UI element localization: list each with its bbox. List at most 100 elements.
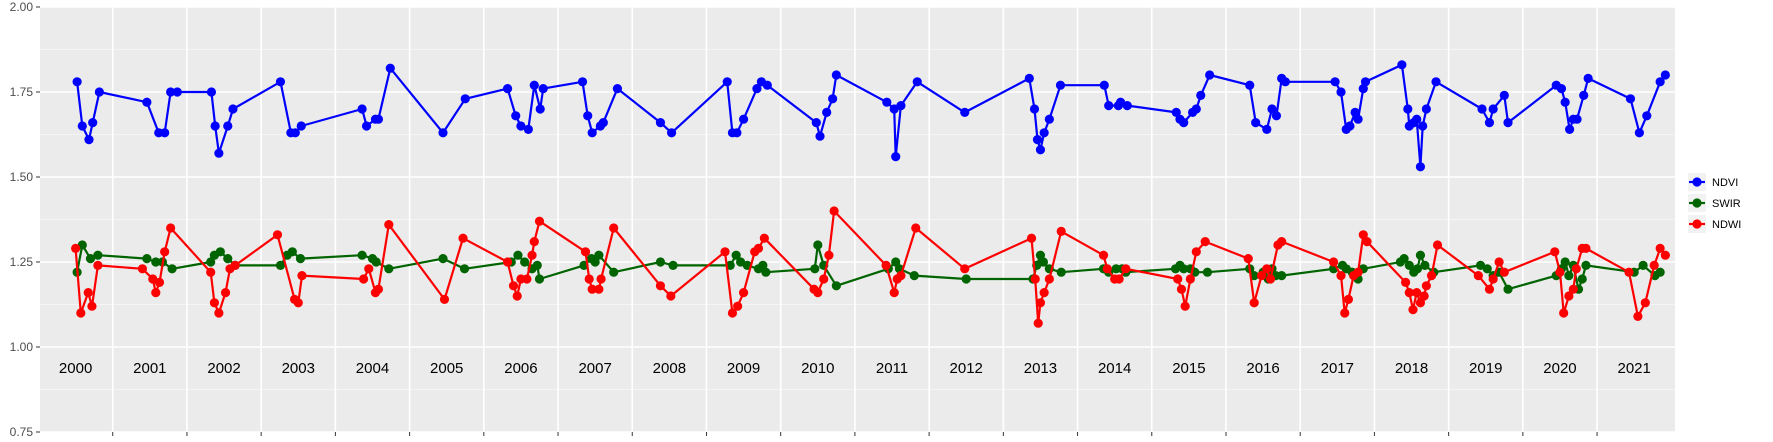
- data-point: [1343, 294, 1354, 304]
- year-label: 2015: [1172, 360, 1205, 377]
- data-point: [206, 257, 216, 267]
- data-point: [960, 107, 970, 117]
- y-axis: 0.75 1.00 1.25 1.50 1.75 2.00: [10, 0, 40, 439]
- data-point: [1191, 247, 1201, 257]
- data-point: [1277, 271, 1287, 281]
- data-point: [594, 284, 604, 294]
- y-tick-label: 0.75: [10, 425, 34, 439]
- data-point: [1280, 77, 1290, 87]
- data-point: [1412, 114, 1422, 124]
- data-point: [1191, 104, 1201, 114]
- x-axis-ticks: [112, 432, 1598, 436]
- data-point: [1564, 271, 1574, 281]
- data-point: [142, 97, 152, 107]
- data-point: [761, 267, 771, 277]
- data-point: [438, 128, 448, 138]
- data-point: [896, 101, 906, 111]
- data-point: [1404, 260, 1414, 270]
- data-point: [1503, 118, 1513, 128]
- data-point: [1033, 318, 1043, 328]
- data-point: [822, 107, 832, 117]
- data-point: [532, 260, 542, 270]
- year-label: 2013: [1024, 360, 1057, 377]
- legend-label: SWIR: [1712, 198, 1741, 210]
- data-point: [577, 77, 588, 87]
- data-point: [1560, 97, 1570, 107]
- data-point: [160, 247, 170, 257]
- data-point: [1555, 267, 1565, 277]
- data-point: [1336, 271, 1346, 281]
- data-point: [275, 77, 286, 87]
- data-point: [1179, 118, 1189, 128]
- data-point: [1030, 274, 1040, 284]
- data-point: [828, 94, 838, 104]
- data-point: [1655, 243, 1665, 253]
- data-point: [364, 264, 374, 274]
- data-point: [223, 254, 233, 264]
- data-point: [1029, 104, 1040, 114]
- data-point: [731, 250, 741, 260]
- legend-item-swir: SWIR: [1688, 194, 1741, 212]
- data-point: [753, 243, 764, 253]
- data-point: [1415, 250, 1426, 260]
- data-point: [1482, 264, 1492, 274]
- data-point: [385, 63, 395, 73]
- data-point: [209, 298, 220, 308]
- data-point: [960, 264, 970, 274]
- data-point: [287, 247, 297, 257]
- data-point: [459, 264, 470, 274]
- data-point: [655, 281, 666, 291]
- data-point: [361, 121, 372, 131]
- data-point: [1649, 260, 1659, 270]
- data-point: [891, 257, 901, 267]
- y-tick-label: 1.00: [10, 340, 34, 354]
- data-point: [720, 247, 730, 257]
- data-point: [71, 243, 81, 253]
- data-point: [1251, 118, 1261, 128]
- data-point: [813, 288, 823, 298]
- data-point: [85, 254, 96, 264]
- data-point: [1044, 274, 1054, 284]
- data-point: [1353, 267, 1363, 277]
- data-point: [1494, 257, 1504, 267]
- legend-label: NDWI: [1712, 219, 1741, 231]
- data-point: [1360, 77, 1371, 87]
- data-point: [223, 121, 233, 131]
- data-point: [1581, 243, 1591, 253]
- data-point: [1271, 111, 1282, 121]
- data-point: [357, 104, 367, 114]
- data-point: [1336, 87, 1346, 97]
- year-label: 2005: [430, 360, 463, 377]
- data-point: [1655, 77, 1665, 87]
- data-point: [1571, 264, 1581, 274]
- data-point: [384, 220, 394, 230]
- data-point: [1415, 298, 1426, 308]
- data-point: [1171, 107, 1181, 117]
- data-point: [1249, 298, 1259, 308]
- data-point: [371, 257, 381, 267]
- data-point: [1399, 254, 1409, 264]
- data-point: [813, 240, 823, 250]
- data-point: [594, 250, 604, 260]
- year-label: 2010: [801, 360, 834, 377]
- data-point: [1173, 274, 1183, 284]
- data-point: [1412, 264, 1423, 274]
- data-point: [1488, 274, 1498, 284]
- data-point: [1655, 267, 1665, 277]
- data-point: [1044, 114, 1054, 124]
- data-point: [1404, 288, 1414, 298]
- data-point: [1024, 73, 1034, 83]
- data-point: [538, 84, 548, 94]
- data-point: [1503, 284, 1513, 294]
- data-point: [1418, 121, 1428, 131]
- data-point: [819, 274, 829, 284]
- data-point: [1202, 267, 1213, 277]
- data-point: [752, 84, 762, 94]
- data-point: [1032, 135, 1043, 145]
- data-point: [1056, 226, 1066, 236]
- data-point: [215, 247, 225, 257]
- data-point: [881, 260, 891, 270]
- data-point: [1035, 298, 1046, 308]
- data-point: [1421, 281, 1431, 291]
- data-point: [1477, 104, 1487, 114]
